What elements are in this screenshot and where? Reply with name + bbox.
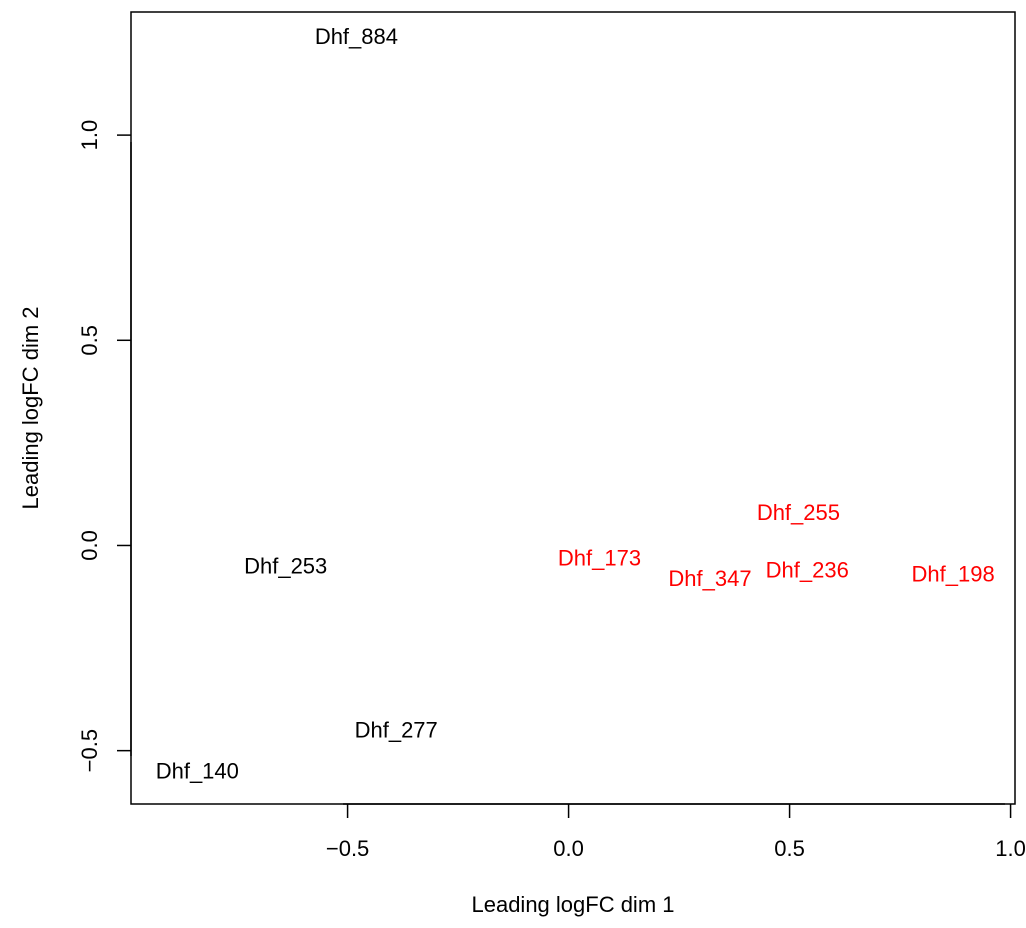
- sample-label: Dhf_198: [912, 562, 995, 587]
- x-axis: −0.5 0.0 0.5 1.0: [326, 803, 1026, 861]
- x-tick-label: 1.0: [995, 836, 1026, 861]
- y-axis: −0.5 0.0 0.5 1.0: [77, 120, 132, 772]
- sample-label: Dhf_173: [558, 545, 641, 570]
- x-tick-label: 0.5: [774, 836, 805, 861]
- plot-frame: [130, 11, 1016, 805]
- sample-label: Dhf_253: [244, 553, 327, 578]
- sample-label: Dhf_140: [156, 759, 239, 784]
- y-tick-label: 1.0: [77, 120, 102, 151]
- y-tick-label: −0.5: [77, 729, 102, 772]
- y-tick-label: 0.0: [77, 530, 102, 561]
- y-tick-label: 0.5: [77, 325, 102, 356]
- sample-label: Dhf_277: [355, 718, 438, 743]
- x-tick-label: 0.0: [553, 836, 584, 861]
- sample-label: Dhf_255: [757, 500, 840, 525]
- sample-label: Dhf_347: [668, 566, 751, 591]
- point-labels: Dhf_884 Dhf_253 Dhf_277 Dhf_140 Dhf_255 Dhf_1…: [156, 24, 995, 784]
- x-tick-label: −0.5: [326, 836, 369, 861]
- y-axis-title: Leading logFC dim 2: [18, 306, 43, 509]
- sample-label: Dhf_884: [315, 24, 398, 49]
- x-axis-title: Leading logFC dim 1: [471, 892, 674, 917]
- sample-label: Dhf_236: [766, 558, 849, 583]
